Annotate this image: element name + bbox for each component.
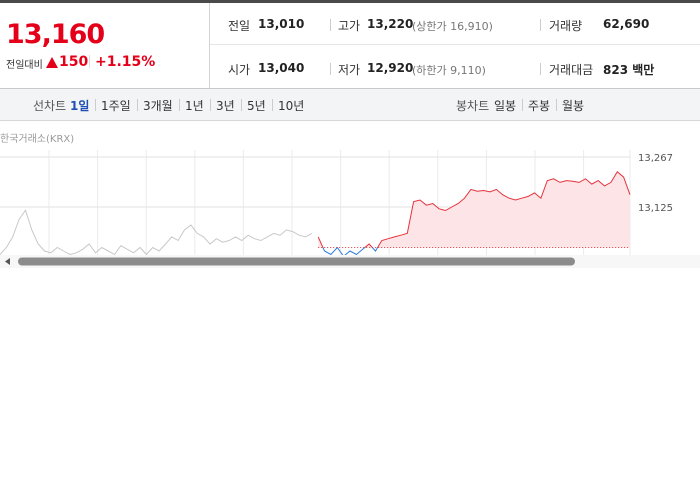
tab-bar: 선차트 1일 1주일 3개월 1년 3년 5년 10년 봉차트 일봉 주봉 월봉 <box>0 88 700 121</box>
stat-value: 823 백만 <box>603 63 655 77</box>
chart: 13,267 13,125 <box>0 150 673 256</box>
stat-label: 고가 <box>338 19 361 33</box>
area <box>318 171 630 248</box>
source: 한국거래소(KRX) <box>0 134 75 145</box>
stat-sub: (하한가 9,110) <box>412 64 486 77</box>
y-tick-label: 13,267 <box>638 153 673 164</box>
stat-label: 전일 <box>228 19 251 33</box>
tab[interactable]: 10년 <box>278 99 305 113</box>
scrollbar[interactable] <box>0 255 700 268</box>
tab-label: 선차트 <box>33 99 67 113</box>
tab[interactable]: 1년 <box>185 99 204 113</box>
up-icon <box>46 57 58 68</box>
tab[interactable]: 1일 <box>70 99 90 113</box>
line <box>317 171 631 248</box>
quote-panel: 13,160 전일대비 150 +1.15% 전일 13,010 고가 13,2… <box>0 0 700 88</box>
stat-value: 13,010 <box>258 17 305 31</box>
tab[interactable]: 일봉 <box>494 99 517 113</box>
change-label: 전일대비 <box>6 60 43 71</box>
stat-value: 13,040 <box>258 61 305 75</box>
tab[interactable]: 1주일 <box>101 99 131 113</box>
scroll-thumb[interactable] <box>18 257 575 266</box>
stat-sub: (상한가 16,910) <box>412 20 493 33</box>
stat-label: 거래량 <box>549 19 583 33</box>
stat-value: 12,920 <box>367 61 414 75</box>
tab[interactable]: 3년 <box>216 99 235 113</box>
change: 150 <box>59 54 89 70</box>
stat-value: 62,690 <box>603 17 650 31</box>
tab-label: 봉차트 <box>456 99 490 113</box>
price-box: 13,160 전일대비 150 +1.15% <box>0 3 210 88</box>
tab[interactable]: 5년 <box>247 99 266 113</box>
tab[interactable]: 주봉 <box>528 99 551 113</box>
line <box>0 209 313 256</box>
y-tick-label: 13,125 <box>638 203 673 214</box>
price: 13,160 <box>6 19 105 50</box>
change-pct: +1.15% <box>95 54 156 70</box>
tab[interactable]: 3개월 <box>143 99 173 113</box>
stat-value: 13,220 <box>367 17 414 31</box>
tab[interactable]: 월봉 <box>562 99 585 113</box>
stat-label: 시가 <box>228 63 251 77</box>
stat-label: 거래대금 <box>549 63 594 77</box>
stat-label: 저가 <box>338 63 361 77</box>
